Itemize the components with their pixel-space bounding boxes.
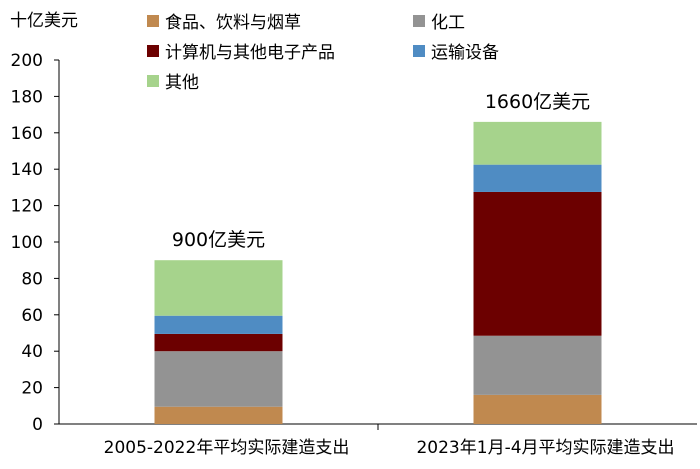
y-tick-label: 0 — [32, 415, 43, 435]
legend-swatch — [147, 75, 159, 87]
y-tick-label: 20 — [21, 379, 43, 399]
y-tick-label: 160 — [11, 124, 43, 144]
legend-swatch — [413, 15, 425, 27]
bar-segment — [473, 121, 602, 165]
bar-total-label: 900亿美元 — [172, 229, 265, 251]
y-tick-label: 80 — [21, 269, 43, 289]
bar-segment — [473, 335, 602, 395]
x-tick-label: 2005-2022年平均实际建造支出 — [104, 438, 350, 458]
bar-total-label: 1660亿美元 — [485, 91, 590, 113]
bar-segment — [154, 351, 283, 407]
legend-label: 其他 — [165, 73, 199, 93]
y-tick-label: 140 — [11, 160, 43, 180]
y-tick-label: 200 — [11, 51, 43, 71]
y-tick-label: 100 — [11, 233, 43, 253]
bars — [154, 121, 602, 424]
bar-segment — [154, 260, 283, 316]
bar-segment — [154, 333, 283, 352]
bar-segment — [473, 164, 602, 192]
bar-segment — [154, 315, 283, 334]
y-tick-label: 120 — [11, 197, 43, 217]
bar-segment — [154, 406, 283, 424]
legend-label: 运输设备 — [431, 43, 499, 63]
legend-label: 食品、饮料与烟草 — [165, 13, 301, 33]
y-tick-label: 180 — [11, 87, 43, 107]
y-axis-label: 十亿美元 — [10, 11, 78, 31]
legend-swatch — [413, 45, 425, 57]
y-tick-label: 60 — [21, 306, 43, 326]
bar-segment — [473, 394, 602, 424]
legend-swatch — [147, 45, 159, 57]
legend-label: 化工 — [431, 13, 465, 33]
axes: 0 20 40 60 80 100 120 140 160 180 200 十亿美元 2005-2022… — [10, 11, 697, 458]
legend-label: 计算机与其他电子产品 — [165, 43, 335, 63]
legend-swatch — [147, 15, 159, 27]
y-tick-label: 40 — [21, 342, 43, 362]
labels: 900亿美元 1660亿美元 — [172, 91, 590, 251]
x-tick-label: 2023年1月-4月平均实际建造支出 — [416, 438, 674, 458]
bar-segment — [473, 191, 602, 336]
